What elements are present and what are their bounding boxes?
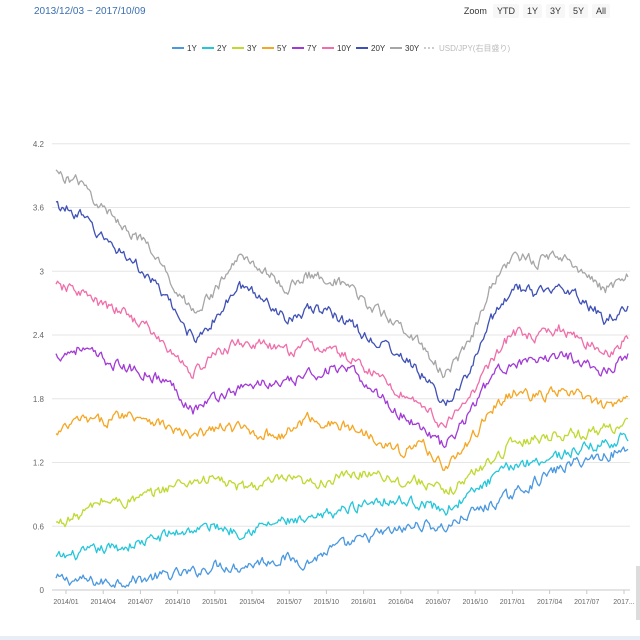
zoom-5y-button[interactable]: 5Y: [568, 4, 588, 18]
date-separator: ~: [86, 6, 93, 17]
legend-item-1[interactable]: 2Y: [202, 44, 227, 53]
x-tick-label: 2017/01: [500, 599, 525, 606]
legend-label: 1Y: [187, 44, 197, 53]
series-line-10y: [55, 280, 629, 429]
zoom-controls: Zoom YTD 1Y 3Y 5Y All: [464, 4, 610, 18]
y-tick-label: 0: [40, 586, 45, 595]
y-tick-label: 2.4: [33, 331, 45, 340]
zoom-ytd-button[interactable]: YTD: [492, 4, 519, 18]
legend-item-8[interactable]: USD/JPY(右目盛り): [424, 43, 510, 53]
legend-item-3[interactable]: 5Y: [262, 44, 287, 53]
x-tick-label: 2014/01: [53, 599, 78, 606]
legend-item-5[interactable]: 10Y: [322, 44, 352, 53]
legend-item-6[interactable]: 20Y: [356, 44, 386, 53]
series-line-2y: [55, 432, 629, 561]
x-tick-label: 2016/04: [388, 599, 413, 606]
x-tick-label: 2017...: [613, 599, 634, 606]
x-tick-label: 2014/04: [91, 599, 116, 606]
legend-label: 5Y: [277, 44, 287, 53]
scrollbar[interactable]: [636, 566, 640, 620]
y-tick-label: 3.6: [33, 204, 45, 213]
series-line-30y: [55, 169, 629, 379]
x-tick-label: 2014/07: [128, 599, 153, 606]
y-tick-label: 1.8: [33, 395, 45, 404]
zoom-label: Zoom: [463, 6, 487, 16]
x-tick-label: 2016/07: [425, 599, 450, 606]
legend-label: 30Y: [405, 44, 420, 53]
legend-item-4[interactable]: 7Y: [292, 44, 317, 53]
series-line-7y: [55, 346, 629, 449]
date-range-label[interactable]: 2013/12/03 ~ 2017/10/09: [34, 6, 146, 17]
series-line-1y: [55, 446, 629, 588]
legend-label: USD/JPY(右目盛り): [439, 43, 510, 53]
series-line-20y: [55, 200, 629, 407]
date-to: 2017/10/09: [95, 6, 146, 17]
zoom-3y-button[interactable]: 3Y: [545, 4, 565, 18]
legend-label: 10Y: [337, 44, 352, 53]
y-tick-label: 3: [40, 267, 45, 276]
x-tick-label: 2016/01: [351, 599, 376, 606]
legend-item-2[interactable]: 3Y: [232, 44, 257, 53]
x-tick-label: 2014/10: [165, 599, 190, 606]
x-tick-label: 2015/07: [277, 599, 302, 606]
legend-item-0[interactable]: 1Y: [172, 44, 197, 53]
legend-item-7[interactable]: 30Y: [390, 44, 420, 53]
series-line-3y: [55, 417, 629, 528]
legend-label: 20Y: [371, 44, 386, 53]
y-tick-label: 4.2: [33, 140, 45, 149]
series-line-5y: [55, 386, 629, 471]
date-from: 2013/12/03: [34, 6, 85, 17]
zoom-all-button[interactable]: All: [591, 4, 610, 18]
x-tick-label: 2017/07: [574, 599, 599, 606]
x-tick-label: 2015/01: [202, 599, 227, 606]
x-tick-label: 2017/04: [537, 599, 562, 606]
x-tick-label: 2016/10: [463, 599, 488, 606]
navigator-bar[interactable]: [0, 636, 640, 640]
legend-label: 2Y: [217, 44, 227, 53]
x-tick-label: 2015/04: [239, 599, 264, 606]
zoom-1y-button[interactable]: 1Y: [522, 4, 542, 18]
x-tick-label: 2015/10: [314, 599, 339, 606]
y-tick-label: 1.2: [33, 459, 45, 468]
legend-label: 3Y: [247, 44, 257, 53]
y-tick-label: 0.6: [33, 522, 45, 531]
legend-label: 7Y: [307, 44, 317, 53]
